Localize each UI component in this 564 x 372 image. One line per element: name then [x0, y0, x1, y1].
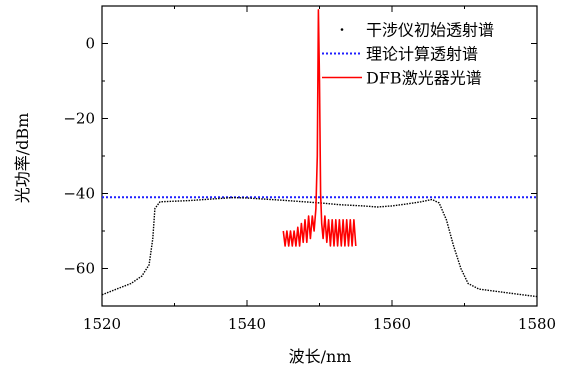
y-axis-label: 光功率/dBm	[13, 113, 32, 204]
x-axis-label: 波长/nm	[289, 347, 352, 366]
x-tick-label: 1540	[228, 315, 266, 333]
y-tick-label: 0	[85, 35, 95, 53]
x-tick-label: 1520	[83, 315, 121, 333]
dfb-laser-spectrum-line	[282, 9, 357, 247]
legend-label: DFB激光器光谱	[366, 69, 482, 88]
legend-label: 干涉仪初始透射谱	[366, 21, 494, 40]
axes: 1520 1540 1560 1580 0 −20 −40 −60	[63, 5, 556, 333]
legend-label: 理论计算透射谱	[366, 45, 478, 64]
axis-labels: 波长/nm 光功率/dBm	[13, 113, 351, 366]
legend-marker-initial	[340, 28, 344, 31]
initial-transmission-curve	[102, 196, 537, 298]
y-tick-label: −60	[63, 260, 95, 278]
x-tick-label: 1580	[518, 315, 556, 333]
series-layer	[102, 9, 537, 298]
x-tick-label: 1560	[373, 315, 411, 333]
y-tick-label: −40	[63, 185, 95, 203]
y-tick-label: −20	[63, 110, 95, 128]
